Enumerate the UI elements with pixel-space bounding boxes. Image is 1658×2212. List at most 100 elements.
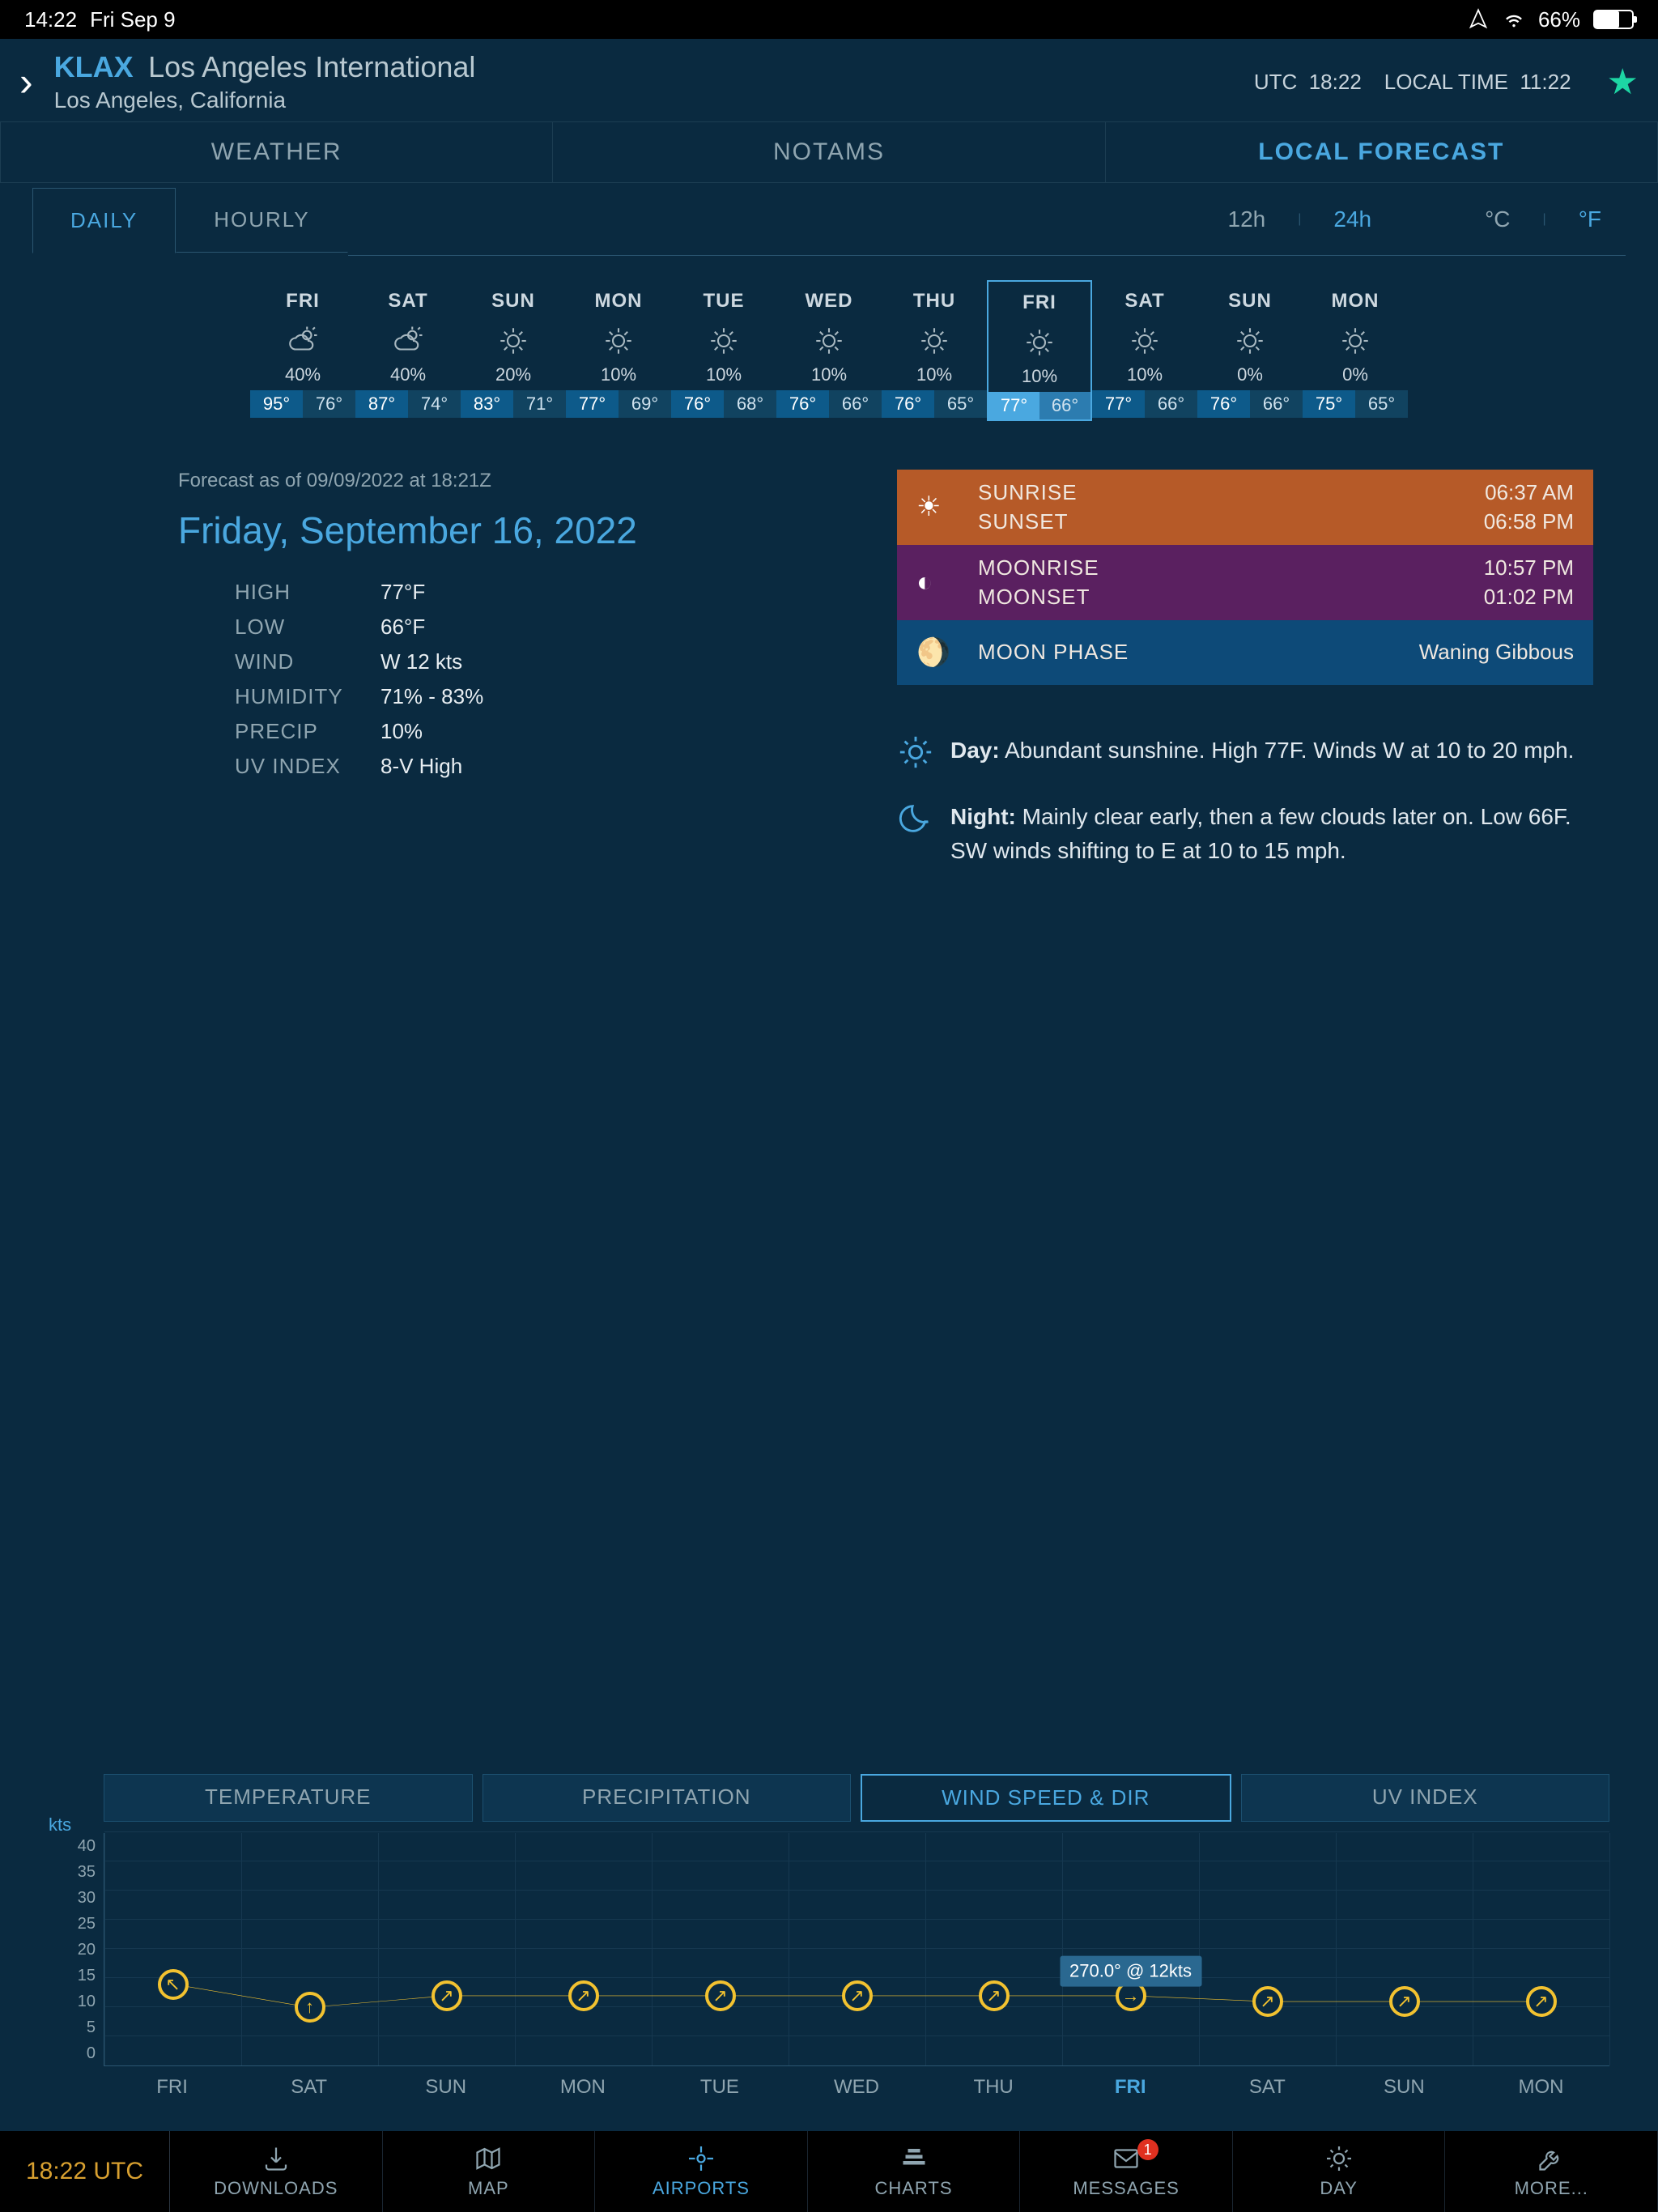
day-column[interactable]: MON 10% 77° 69° [566,280,671,421]
chart-x-label: THU [925,2066,1062,2099]
back-button[interactable]: › [19,58,33,105]
nav-label: MESSAGES [1073,2178,1179,2199]
chart-tab-precipitation[interactable]: PRECIPITATION [483,1774,852,1822]
precip-pct: 0% [1303,364,1408,385]
nav-label: DAY [1320,2178,1358,2199]
wind-point[interactable]: ↑ [295,1992,325,2023]
stat-grid: HIGH77°FLOW66°FWINDW 12 ktsHUMIDITY71% -… [235,580,848,779]
stat-row: LOW66°F [235,615,848,640]
nav-airports[interactable]: AIRPORTS [595,2131,808,2212]
wind-point[interactable]: ↗ [1526,1986,1557,2017]
nav-downloads[interactable]: DOWNLOADS [170,2131,383,2212]
tab-notams[interactable]: NOTAMS [553,121,1105,182]
chart-x-label: MON [1473,2066,1609,2099]
day-column[interactable]: THU 10% 76° 65° [882,280,987,421]
temp-low: 74° [408,390,461,418]
stat-row: WINDW 12 kts [235,649,848,674]
nav-label: MORE... [1515,2178,1588,2199]
day-column[interactable]: SAT 40% 87° 74° [355,280,461,421]
chart-x-label: SAT [240,2066,377,2099]
wind-arrow-icon: ↗ [576,1985,590,2006]
stat-row: HUMIDITY71% - 83% [235,684,848,709]
nav-label: DOWNLOADS [214,2178,338,2199]
precip-pct: 40% [250,364,355,385]
wind-point[interactable]: ↗ [568,1980,599,2011]
temp-high: 76° [671,390,724,418]
forecast-asof: Forecast as of 09/09/2022 at 18:21Z [178,470,848,492]
stat-label: PRECIP [235,719,380,744]
nav-charts[interactable]: CHARTS [808,2131,1021,2212]
chart-tab-temperature[interactable]: TEMPERATURE [104,1774,473,1822]
airport-code: KLAX [54,50,134,83]
temp-high: 77° [988,392,1039,419]
nav-label: CHARTS [874,2178,952,2199]
day-name: WED [776,290,882,313]
day-column[interactable]: SAT 10% 77° 66° [1092,280,1197,421]
moonrise-moonset-row: ◐ MOONRISE MOONSET 10:57 PM 01:02 PM [897,545,1593,620]
toggle-celsius[interactable]: °C [1485,206,1510,232]
tab-local-forecast[interactable]: LOCAL FORECAST [1106,121,1658,182]
forecast-sub-bar: DAILY HOURLY 12h | 24h °C | °F [0,183,1658,256]
precip-pct: 40% [355,364,461,385]
moon-icon: ◐ [916,567,962,598]
wind-point[interactable]: ↗ [705,1980,736,2011]
moon-phase-row: 🌖 MOON PHASE Waning Gibbous [897,620,1593,685]
toggle-12h[interactable]: 12h [1228,206,1266,232]
precip-pct: 10% [671,364,776,385]
day-column[interactable]: SUN 0% 76° 66° [1197,280,1303,421]
bottom-nav: 18:22 UTC DOWNLOADS MAP AIRPORTS CHARTS MESS… [0,2131,1658,2212]
chart-x-label: TUE [651,2066,788,2099]
wind-arrow-icon: ↑ [305,1997,314,2018]
stat-row: PRECIP10% [235,719,848,744]
wind-point[interactable]: ↗ [1389,1986,1420,2017]
toggle-24h[interactable]: 24h [1333,206,1371,232]
chart-tab-uv[interactable]: UV INDEX [1241,1774,1610,1822]
nav-map[interactable]: MAP [383,2131,596,2212]
wind-point[interactable]: ↗ [979,1980,1010,2011]
temp-high: 87° [355,390,408,418]
wind-point[interactable]: ↗ [1252,1986,1283,2017]
nav-more-[interactable]: MORE... [1445,2131,1658,2212]
toggle-fahrenheit[interactable]: °F [1579,206,1601,232]
chart-area: kts TEMPERATURE PRECIPITATION WIND SPEED… [0,1774,1658,2131]
temp-high: 77° [566,390,619,418]
nav-day[interactable]: DAY [1233,2131,1446,2212]
temp-low: 65° [934,390,987,418]
day-column[interactable]: SUN 20% 83° 71° [461,280,566,421]
day-column[interactable]: WED 10% 76° 66° [776,280,882,421]
wind-arrow-icon: ↗ [1260,1991,1274,2012]
bottom-utc-time: 18:22 UTC [0,2131,170,2212]
day-column[interactable]: MON 0% 75° 65° [1303,280,1408,421]
favorite-star-icon[interactable]: ★ [1607,62,1639,103]
wind-point[interactable]: ↗ [432,1980,462,2011]
tab-weather[interactable]: WEATHER [0,121,553,182]
nav-messages[interactable]: MESSAGES1 [1020,2131,1233,2212]
temp-low: 66° [1250,390,1303,418]
temp-low: 66° [1145,390,1197,418]
airport-header: › KLAX Los Angeles International Los Ang… [0,39,1658,121]
day-name: TUE [671,290,776,313]
sub-tab-hourly[interactable]: HOURLY [176,187,347,253]
chart-tab-wind[interactable]: WIND SPEED & DIR [861,1774,1231,1822]
wind-arrow-icon: ↗ [712,1985,727,2006]
nav-label: AIRPORTS [653,2178,750,2199]
chart-x-label: SAT [1199,2066,1336,2099]
sub-tab-daily[interactable]: DAILY [32,188,176,253]
day-name: MON [1303,290,1408,313]
temp-high: 76° [776,390,829,418]
wind-point[interactable]: ↖ [158,1969,189,2000]
day-column[interactable]: FRI 40% 95° 76° [250,280,355,421]
weather-icon [566,324,671,358]
weather-icon [461,324,566,358]
status-date: Fri Sep 9 [90,7,176,32]
wind-arrow-icon: ↗ [439,1985,453,2006]
day-column[interactable]: TUE 10% 76° 68° [671,280,776,421]
night-moon-icon [897,800,934,847]
precip-pct: 0% [1197,364,1303,385]
airport-name: Los Angeles International [148,50,475,83]
wind-arrow-icon: ↗ [986,1985,1001,2006]
day-column[interactable]: FRI 10% 77° 66° [987,280,1092,421]
chart-plot[interactable]: ↖↑↗↗↗↗↗→270.0° @ 12kts↗↗↗ [104,1833,1609,2066]
weather-icon [671,324,776,358]
wind-point[interactable]: ↗ [842,1980,873,2011]
